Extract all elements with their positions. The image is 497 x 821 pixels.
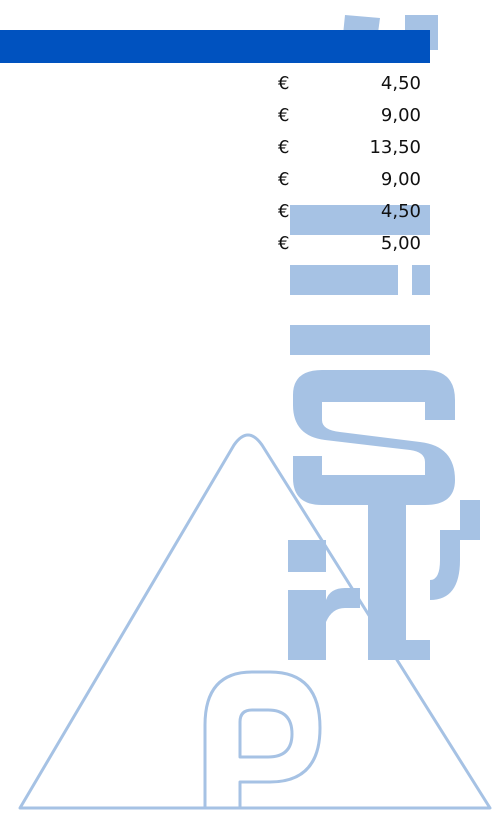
price-amount: 13,50 [369, 137, 421, 158]
price-row: € 4,50 [270, 67, 425, 99]
currency-symbol: € [278, 201, 290, 222]
currency-symbol: € [278, 105, 290, 126]
currency-symbol: € [278, 169, 290, 190]
price-amount: 9,00 [380, 169, 421, 190]
price-row: € 13,50 [270, 131, 425, 163]
header-bar [0, 30, 430, 63]
price-row: € 9,00 [270, 99, 425, 131]
price-amount: 5,00 [380, 233, 421, 254]
price-row: € 9,00 [270, 163, 425, 195]
price-row: € 5,00 [270, 227, 425, 259]
currency-symbol: € [278, 233, 290, 254]
price-row: € 4,50 [270, 195, 425, 227]
price-amount: 9,00 [380, 105, 421, 126]
p-letter-watermark [203, 670, 322, 810]
currency-symbol: € [278, 73, 290, 94]
triangle-outline-icon [18, 433, 492, 810]
price-amount: 4,50 [380, 201, 421, 222]
currency-symbol: € [278, 137, 290, 158]
price-list: € 4,50 € 9,00 € 13,50 € 9,00 € 4,50 € 5,… [270, 67, 425, 259]
price-amount: 4,50 [380, 73, 421, 94]
